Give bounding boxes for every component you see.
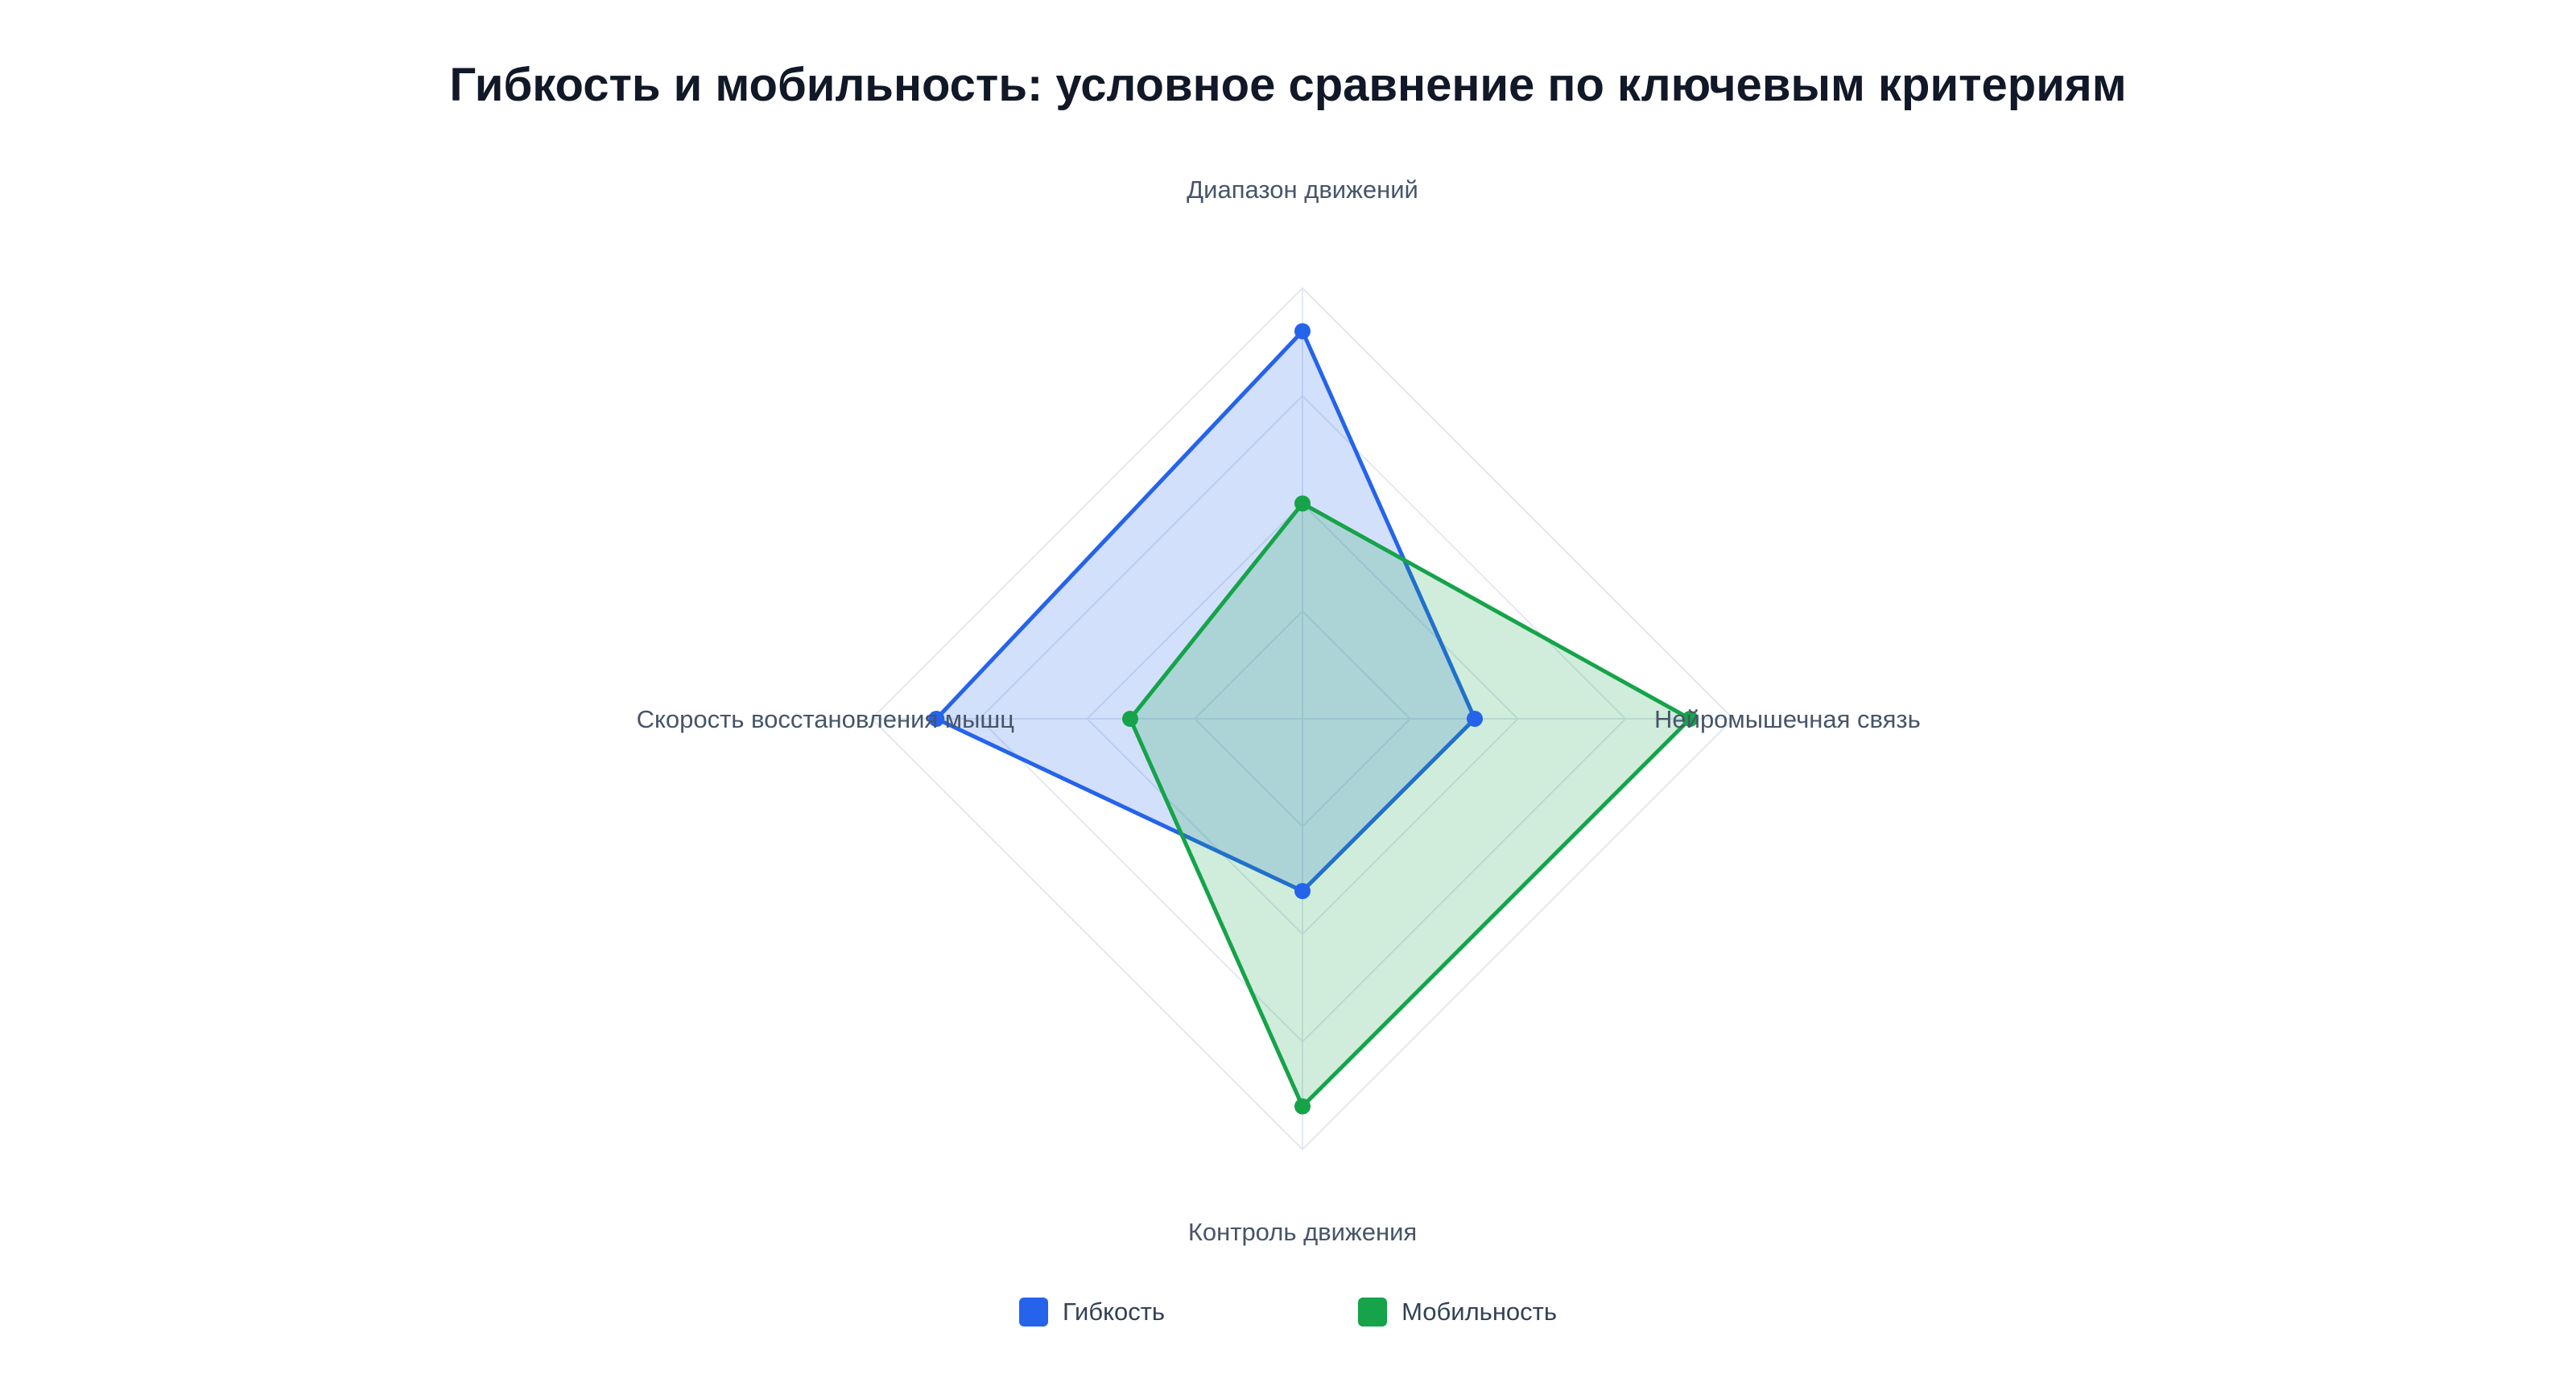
series-1-point-1[interactable] [1682, 711, 1699, 727]
chart-legend: Гибкость Мобильность [0, 1298, 2576, 1327]
legend-item-mobility[interactable]: Мобильность [1358, 1298, 1557, 1327]
chart-title: Гибкость и мобильность: условное сравнен… [449, 59, 2127, 111]
legend-swatch-mobility [1358, 1298, 1388, 1327]
series-1-point-2[interactable] [1294, 1098, 1311, 1115]
radar-series [928, 323, 1699, 1115]
legend-label-flexibility: Гибкость [1062, 1298, 1166, 1326]
axis-labels: Диапазон движений Нейромышечная связь Конт… [637, 175, 1921, 1246]
legend-label-mobility: Мобильность [1402, 1298, 1558, 1326]
series-1-point-0[interactable] [1294, 495, 1311, 512]
legend-swatch-flexibility [1018, 1298, 1048, 1327]
axis-label-0: Диапазон движений [1187, 175, 1418, 204]
axis-label-1: Нейромышечная связь [1654, 705, 1921, 733]
series-0-point-2[interactable] [1294, 883, 1311, 899]
series-0-point-0[interactable] [1294, 323, 1311, 340]
axis-label-3: Скорость восстановления мышц [637, 705, 1015, 733]
axis-label-2: Контроль движения [1188, 1218, 1417, 1246]
series-1-point-3[interactable] [1122, 711, 1138, 727]
series-0-point-1[interactable] [1467, 711, 1483, 727]
radar-grid [870, 287, 1735, 1151]
legend-item-flexibility[interactable]: Гибкость [1018, 1298, 1166, 1327]
series-0-point-3[interactable] [928, 711, 945, 727]
